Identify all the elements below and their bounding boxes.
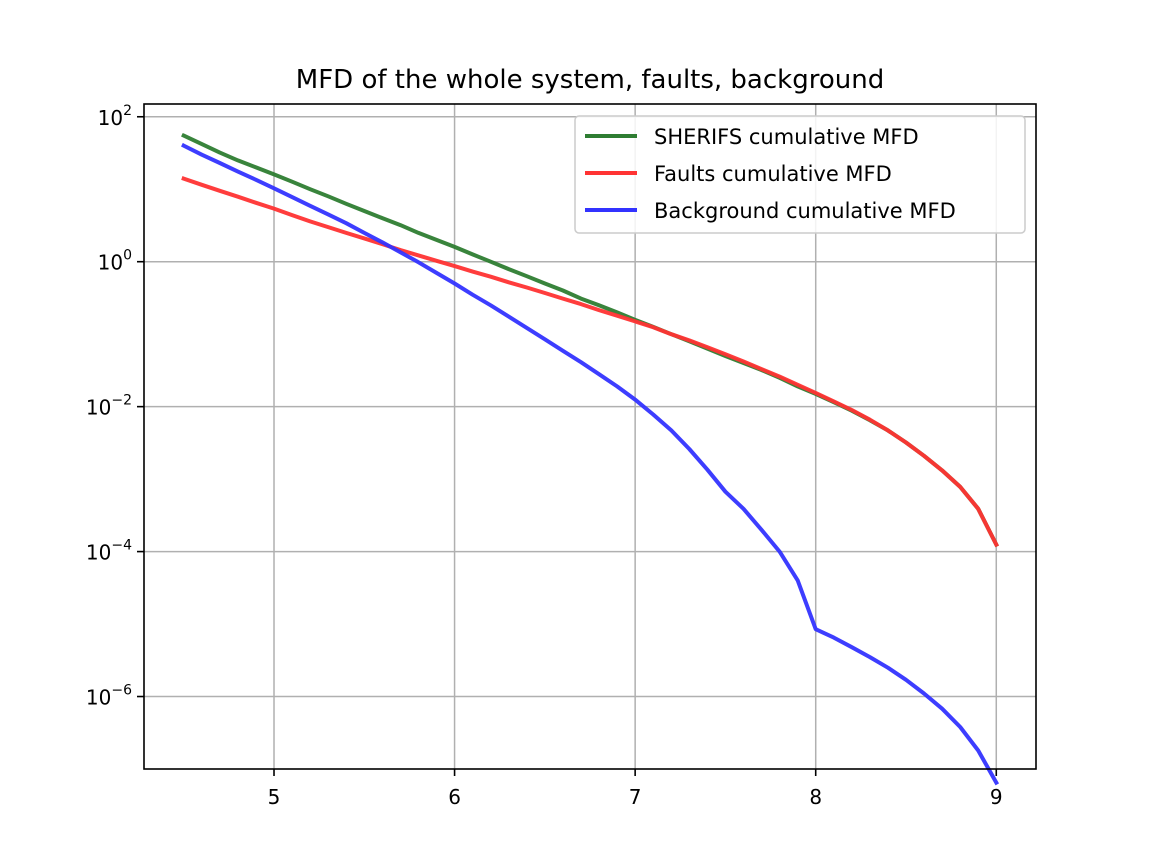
series-lines — [181, 132, 1000, 786]
y-tick-label: 102 — [98, 103, 132, 130]
legend: SHERIFS cumulative MFD Faults cumulative … — [574, 115, 1026, 234]
y-tick-label: 10−2 — [86, 393, 132, 420]
y-tick-label: 10−6 — [86, 683, 132, 710]
y-tick-label: 100 — [98, 248, 132, 275]
y-axis-ticks: 102 100 10−2 10−4 10−6 — [86, 103, 144, 710]
x-tick-label: 7 — [629, 785, 642, 809]
legend-label: Background cumulative MFD — [654, 199, 956, 223]
chart-title: MFD of the whole system, faults, backgro… — [296, 65, 884, 95]
x-tick-label: 5 — [268, 785, 281, 809]
x-tick-label: 9 — [990, 785, 1003, 809]
legend-box — [574, 115, 1026, 234]
x-tick-label: 8 — [809, 785, 822, 809]
legend-label: SHERIFS cumulative MFD — [654, 125, 919, 149]
x-tick-label: 6 — [448, 785, 461, 809]
plot-frame — [143, 103, 1037, 770]
series-line-3 — [181, 142, 1000, 786]
series-line-2 — [181, 176, 999, 548]
x-axis-ticks: 5 6 7 8 9 — [268, 769, 1003, 809]
y-tick-label: 10−4 — [86, 538, 132, 565]
legend-label: Faults cumulative MFD — [654, 162, 892, 186]
